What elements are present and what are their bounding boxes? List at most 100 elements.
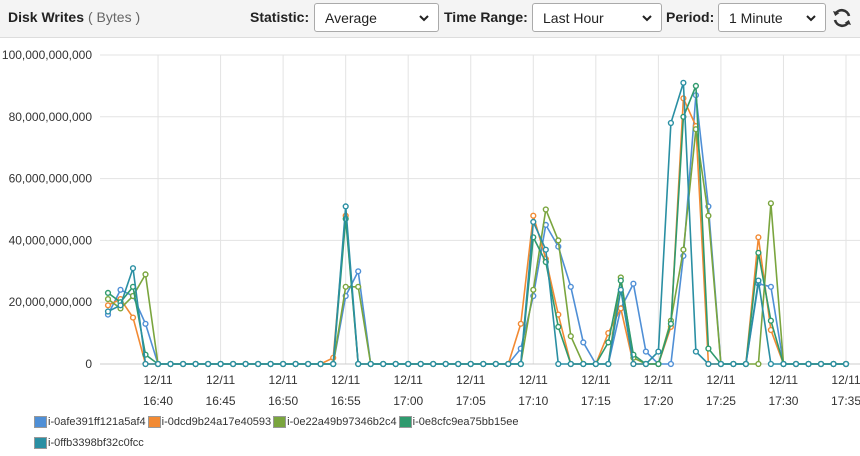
data-point bbox=[655, 348, 662, 355]
data-point bbox=[405, 360, 412, 368]
series-i-0dcd9b24a17e40593 bbox=[104, 95, 850, 368]
disk-writes-chart: 0 20,000,000,000 40,000,000,000 60,000,000,… bbox=[2, 48, 860, 408]
y-tick-label: 60,000,000,000 bbox=[9, 172, 93, 186]
x-tick-time: 16:40 bbox=[143, 394, 173, 408]
legend-item[interactable]: i-0afe391ff121a5af4 bbox=[34, 414, 146, 429]
data-point bbox=[342, 283, 349, 290]
y-tick-label: 100,000,000,000 bbox=[2, 48, 92, 62]
time-range-value: Last Hour bbox=[543, 10, 604, 26]
refresh-icon[interactable] bbox=[830, 6, 854, 30]
series-i-0ffb3398bf32c0fcc bbox=[104, 79, 850, 368]
period-label: Period: bbox=[666, 9, 715, 25]
data-point bbox=[580, 360, 587, 368]
time-range-select[interactable]: Last Hour bbox=[532, 3, 662, 32]
period-select[interactable]: 1 Minute bbox=[718, 3, 826, 32]
data-point bbox=[104, 302, 112, 309]
x-tick-date: 12/11 bbox=[269, 373, 298, 387]
statistic-select[interactable]: Average bbox=[314, 3, 439, 32]
data-point bbox=[480, 360, 487, 368]
statistic-label: Statistic: bbox=[250, 9, 310, 25]
data-point bbox=[305, 360, 312, 368]
data-point bbox=[492, 360, 499, 368]
x-tick-time: 16:50 bbox=[268, 394, 298, 408]
series-line bbox=[107, 82, 846, 365]
data-point bbox=[342, 203, 349, 210]
legend-item[interactable]: i-0e22a49b97346b2c4 bbox=[273, 414, 397, 429]
chart-series bbox=[104, 79, 850, 368]
data-point bbox=[104, 289, 112, 297]
x-tick-date: 12/11 bbox=[143, 373, 172, 387]
x-tick-time: 17:30 bbox=[768, 394, 798, 408]
data-point bbox=[617, 305, 624, 312]
legend-label: i-0afe391ff121a5af4 bbox=[48, 415, 146, 428]
data-point bbox=[792, 360, 800, 368]
data-point bbox=[755, 249, 762, 256]
x-tick-time: 17:25 bbox=[706, 394, 736, 408]
legend-item[interactable]: i-0e8cfc9ea75bb15ee bbox=[398, 414, 519, 429]
data-point bbox=[667, 320, 675, 327]
data-point bbox=[542, 206, 549, 213]
data-point bbox=[530, 212, 537, 219]
legend-label: i-0dcd9b24a17e40593 bbox=[161, 415, 272, 428]
data-point bbox=[630, 360, 637, 368]
data-point bbox=[655, 360, 662, 368]
data-point bbox=[705, 345, 712, 352]
x-tick-date: 12/11 bbox=[394, 373, 423, 387]
data-point bbox=[517, 320, 524, 327]
legend-item[interactable]: i-0ffb3398bf32c0fcc bbox=[34, 435, 144, 450]
data-point bbox=[667, 119, 675, 127]
data-point bbox=[567, 283, 574, 290]
series-line bbox=[107, 95, 846, 365]
chart-grid bbox=[100, 54, 860, 365]
data-point bbox=[605, 360, 612, 368]
data-point bbox=[767, 283, 775, 290]
data-point bbox=[717, 360, 725, 368]
data-point bbox=[117, 302, 124, 309]
data-point bbox=[680, 246, 687, 253]
x-tick-time: 17:15 bbox=[581, 394, 611, 408]
data-point bbox=[280, 360, 287, 368]
series-i-0afe391ff121a5af4 bbox=[104, 92, 850, 368]
data-point bbox=[767, 360, 775, 368]
y-tick-label: 40,000,000,000 bbox=[9, 233, 93, 247]
data-point bbox=[767, 317, 775, 324]
data-point bbox=[442, 360, 449, 368]
chevron-down-icon bbox=[806, 15, 816, 22]
data-point bbox=[355, 360, 362, 368]
data-point bbox=[667, 360, 675, 368]
legend-swatch bbox=[34, 415, 47, 428]
data-point bbox=[267, 360, 274, 368]
y-tick-label: 0 bbox=[85, 357, 92, 371]
data-point bbox=[630, 280, 637, 287]
x-tick-date: 12/11 bbox=[644, 373, 673, 387]
metric-name: Disk Writes bbox=[8, 9, 84, 25]
data-point bbox=[104, 296, 112, 303]
data-point bbox=[530, 286, 537, 293]
data-point bbox=[755, 277, 762, 284]
legend-label: i-0ffb3398bf32c0fcc bbox=[48, 436, 144, 449]
statistic-value: Average bbox=[325, 10, 377, 26]
data-point bbox=[642, 360, 650, 368]
data-point bbox=[255, 360, 262, 368]
x-tick-date: 12/11 bbox=[831, 373, 860, 387]
data-point bbox=[692, 348, 700, 355]
legend-label: i-0e22a49b97346b2c4 bbox=[287, 415, 397, 428]
data-point bbox=[680, 79, 687, 86]
data-point bbox=[805, 360, 812, 368]
data-point bbox=[605, 339, 612, 346]
data-point bbox=[367, 360, 374, 368]
chevron-down-icon bbox=[642, 15, 652, 22]
legend-swatch bbox=[273, 415, 287, 428]
x-axis: 12/11 16:40 12/11 16:45 12/11 16:50 12/11 16:55… bbox=[143, 373, 860, 408]
legend-item[interactable]: i-0dcd9b24a17e40593 bbox=[147, 414, 272, 429]
legend-swatch bbox=[147, 415, 161, 428]
data-point bbox=[180, 360, 187, 368]
data-point bbox=[767, 200, 775, 207]
series-line bbox=[107, 85, 846, 365]
x-tick-date: 12/11 bbox=[769, 373, 798, 387]
series-line bbox=[107, 129, 846, 365]
legend-label: i-0e8cfc9ea75bb15ee bbox=[412, 415, 519, 428]
time-range-label: Time Range: bbox=[444, 9, 528, 25]
x-tick-date: 12/11 bbox=[519, 373, 548, 387]
data-point bbox=[742, 360, 750, 368]
